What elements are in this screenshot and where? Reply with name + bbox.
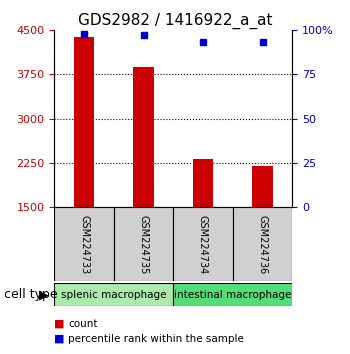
Bar	[173, 283, 292, 306]
Text: percentile rank within the sample: percentile rank within the sample	[68, 334, 244, 344]
Bar	[252, 166, 273, 207]
Text: splenic macrophage: splenic macrophage	[61, 290, 167, 300]
Text: count: count	[68, 319, 98, 329]
Bar	[114, 207, 173, 281]
Text: ■: ■	[54, 334, 65, 344]
Text: GSM224735: GSM224735	[139, 215, 148, 274]
Text: GSM224736: GSM224736	[258, 215, 267, 274]
Text: intestinal macrophage: intestinal macrophage	[174, 290, 292, 300]
Bar	[133, 67, 154, 207]
Text: ▶: ▶	[39, 289, 49, 301]
Text: GSM224734: GSM224734	[198, 215, 208, 274]
Bar	[173, 207, 233, 281]
Bar	[193, 159, 214, 207]
Text: cell type: cell type	[4, 289, 57, 301]
Text: GSM224733: GSM224733	[79, 215, 89, 274]
Text: GDS2982 / 1416922_a_at: GDS2982 / 1416922_a_at	[78, 12, 272, 29]
Bar	[54, 283, 173, 306]
Bar	[233, 207, 292, 281]
Text: ■: ■	[54, 319, 65, 329]
Bar	[54, 207, 114, 281]
Bar	[74, 37, 95, 207]
